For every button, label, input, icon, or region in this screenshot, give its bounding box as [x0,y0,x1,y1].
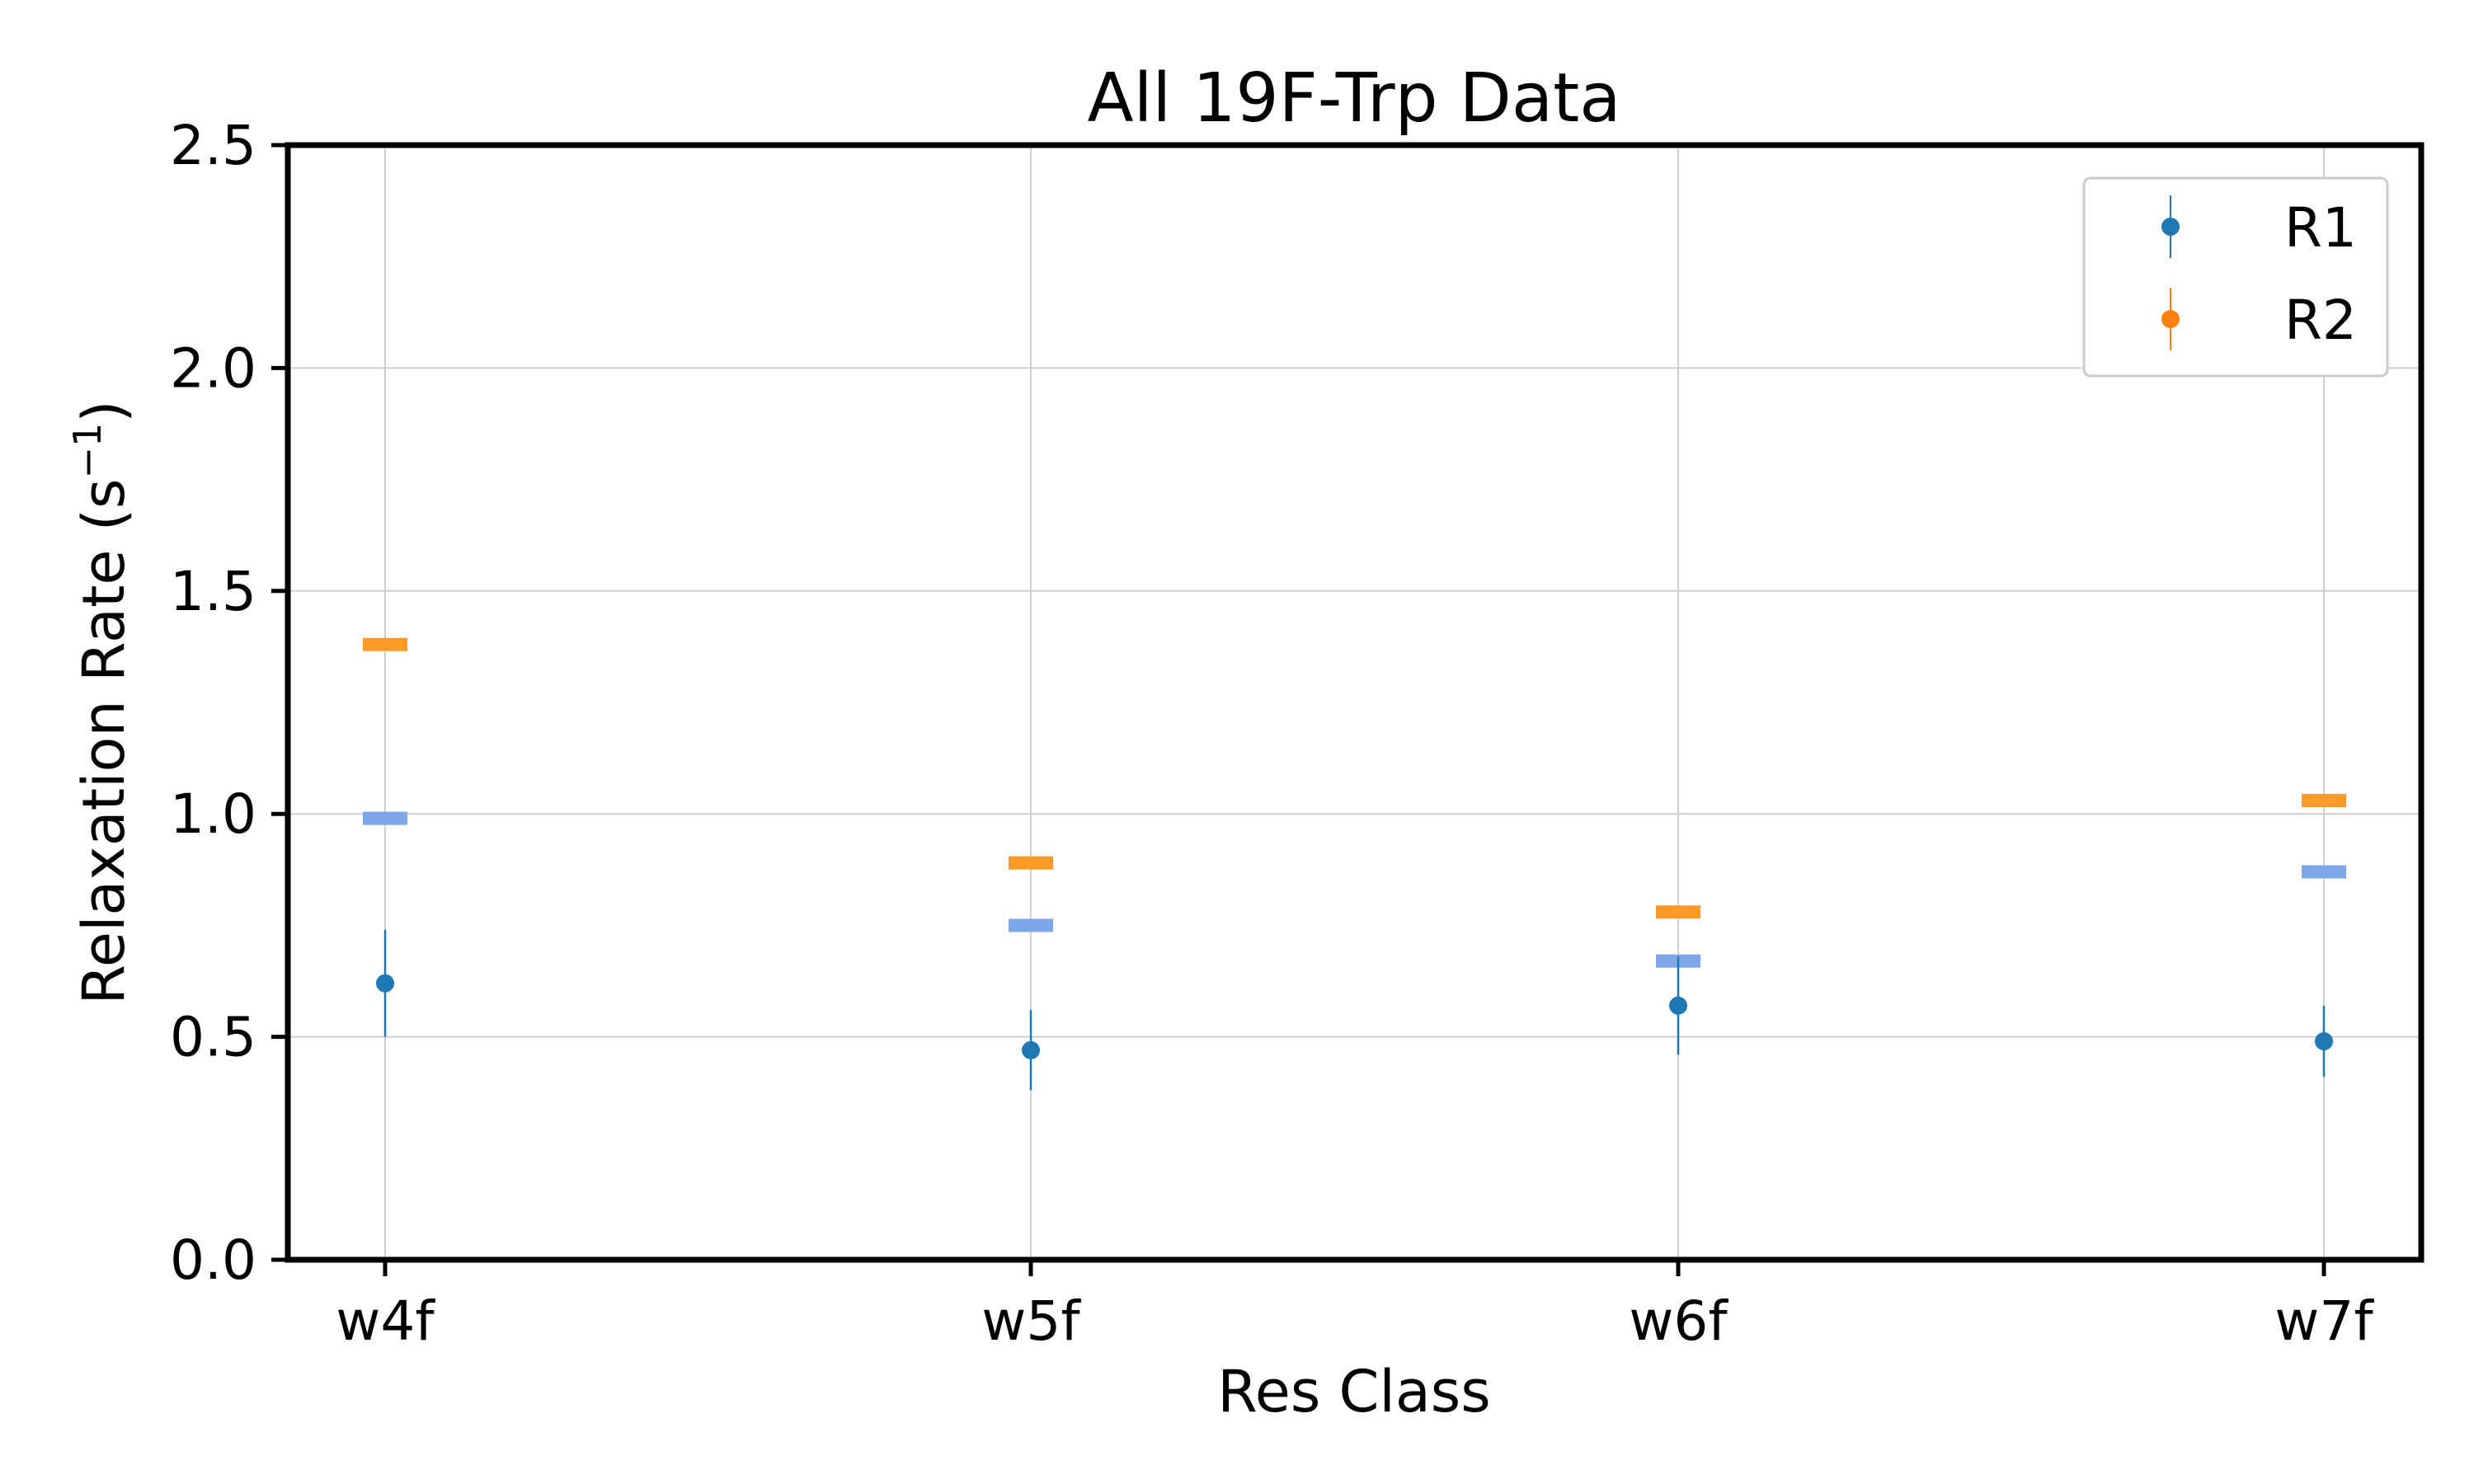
reference-dash-0-w6f [1656,905,1700,919]
r1-point-w4f [376,974,394,993]
chart-title: All 19F-Trp Data [1088,59,1621,138]
reference-dash-0-w4f [363,637,407,651]
legend-entry-r2: R2 [2161,288,2357,352]
r1-point-w5f [1022,1040,1040,1059]
reference-dash-0-w7f [2302,793,2346,807]
y-axis-label-exponent: −1 [65,423,110,479]
x-tick-label: w5f [981,1289,1081,1353]
y-tick-label: 2.0 [170,336,256,400]
y-tick-label: 1.0 [170,782,256,846]
reference-dash-1-w4f [363,811,407,825]
reference-markers [363,637,2346,968]
x-tick-label: w6f [1629,1289,1729,1353]
x-axis-label: Res Class [1217,1358,1490,1425]
legend-r1-marker [2161,218,2180,236]
y-tick-label: 0.5 [170,1006,256,1069]
legend: R1 R2 [2082,176,2389,378]
data-points [376,929,2333,1091]
y-axis-label-close: ) [70,400,138,422]
x-axis-ticks: w4f w5f w6f w7f [336,1260,2374,1353]
x-tick-label: w7f [2274,1289,2374,1353]
legend-r2-label: R2 [2284,289,2357,352]
y-axis-ticks: 0.0 0.5 1.0 1.5 2.0 2.5 [170,114,288,1292]
r1-point-w6f [1669,996,1687,1015]
y-axis-label-main: Relaxation Rate (s [70,479,138,1005]
r1-point-w7f [2315,1032,2333,1051]
reference-dash-0-w5f [1009,856,1053,870]
grid [288,145,2421,1260]
legend-r1-label: R1 [2284,196,2357,260]
reference-dash-1-w5f [1009,918,1053,932]
reference-dash-1-w7f [2302,865,2346,879]
legend-box [2082,176,2389,378]
y-tick-label: 0.0 [170,1228,256,1292]
y-tick-label: 2.5 [170,114,256,177]
legend-entry-r1: R1 [2161,195,2357,260]
y-tick-label: 1.5 [170,560,256,623]
x-tick-label: w4f [336,1289,435,1353]
plot-frame [285,142,2425,1263]
legend-r2-marker [2161,310,2180,328]
y-axis-label: Relaxation Rate (s−1) [65,400,138,1004]
